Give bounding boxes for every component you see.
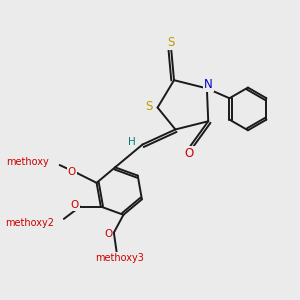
Text: H: H	[128, 137, 136, 147]
Text: O: O	[71, 200, 79, 210]
Text: S: S	[146, 100, 153, 113]
Text: S: S	[168, 36, 175, 49]
Text: O: O	[104, 229, 112, 239]
Text: O: O	[184, 147, 194, 160]
Text: methoxy: methoxy	[7, 157, 49, 167]
Text: N: N	[204, 78, 213, 91]
Text: methoxy3: methoxy3	[95, 253, 144, 263]
Text: O: O	[68, 167, 76, 177]
Text: methoxy2: methoxy2	[5, 218, 54, 228]
